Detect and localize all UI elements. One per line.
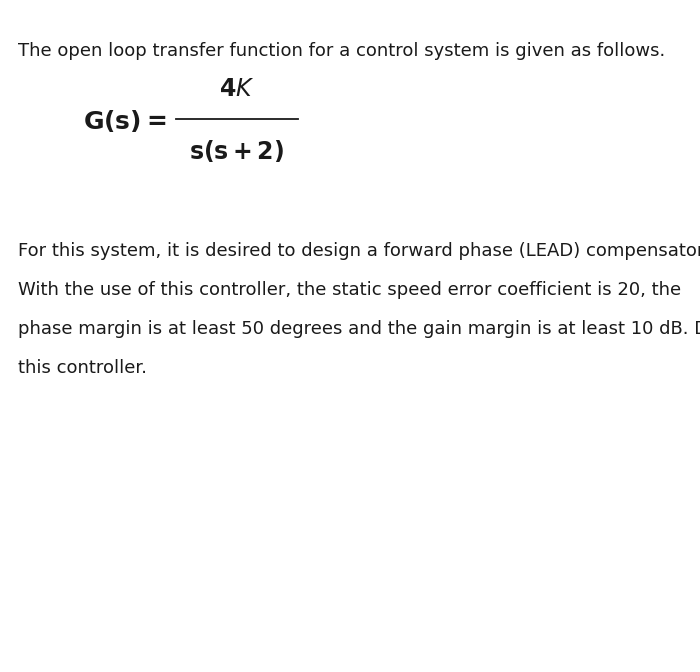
Text: $\mathbf{4\mathit{K}}$: $\mathbf{4\mathit{K}}$ [219, 77, 254, 101]
Text: this controller.: this controller. [18, 359, 146, 377]
Text: $\mathbf{G(s)=}$: $\mathbf{G(s)=}$ [83, 108, 166, 134]
Text: With the use of this controller, the static speed error coefficient is 20, the: With the use of this controller, the sta… [18, 281, 680, 299]
Text: phase margin is at least 50 degrees and the gain margin is at least 10 dB. Desig: phase margin is at least 50 degrees and … [18, 320, 700, 338]
Text: For this system, it is desired to design a forward phase (LEAD) compensator.: For this system, it is desired to design… [18, 242, 700, 260]
Text: $\mathbf{s(s+2)}$: $\mathbf{s(s+2)}$ [189, 138, 284, 164]
Text: The open loop transfer function for a control system is given as follows.: The open loop transfer function for a co… [18, 42, 665, 60]
